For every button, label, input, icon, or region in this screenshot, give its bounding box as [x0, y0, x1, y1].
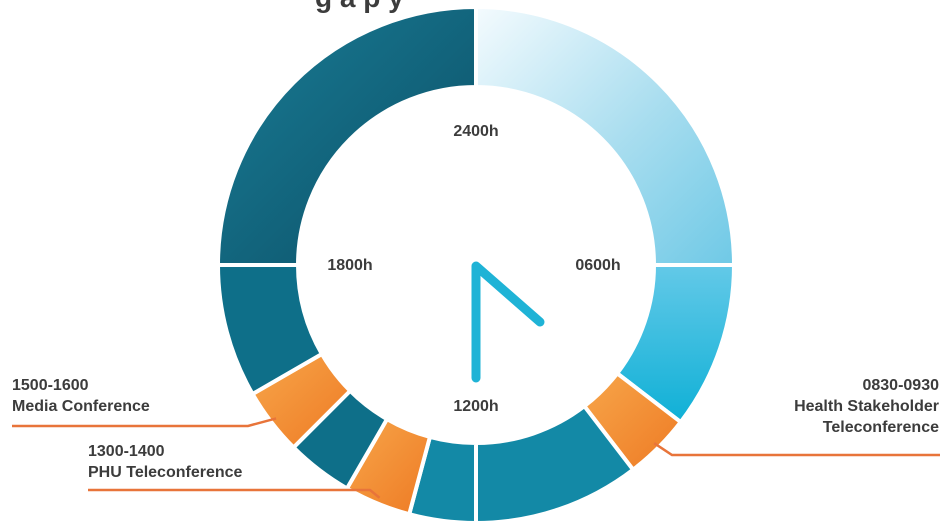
clock-hand	[471, 261, 545, 383]
callout-phu-teleconference: 1300-1400 PHU Teleconference	[88, 441, 242, 483]
callout-phu-time: 1300-1400	[88, 443, 165, 460]
callout-line-phu	[88, 488, 381, 499]
hour-label-0600: 0600h	[575, 257, 620, 274]
hour-label-1800: 1800h	[327, 257, 372, 274]
callout-morning-time: 0830-0930	[862, 377, 939, 394]
callout-health-stakeholder: 0830-0930 Health Stakeholder Teleconfere…	[794, 375, 939, 438]
callout-media-time: 1500-1600	[12, 377, 89, 394]
callout-morning-line1: Health Stakeholder	[794, 398, 939, 415]
callout-media-conference: 1500-1600 Media Conference	[12, 375, 150, 417]
callout-line-media	[12, 417, 277, 428]
callout-morning-line2: Teleconference	[822, 419, 939, 436]
segment-1800-2400	[215, 4, 478, 267]
segment-0000-0600	[474, 4, 737, 267]
callout-media-line1: Media Conference	[12, 398, 150, 415]
callout-lines	[12, 417, 940, 499]
cropped-title: g a p y	[315, 0, 404, 14]
clock-hand-stroke	[471, 261, 545, 383]
hour-label-1200: 1200h	[453, 398, 498, 415]
callout-phu-line1: PHU Teleconference	[88, 464, 243, 481]
callout-line-morning	[653, 442, 940, 457]
hour-label-2400: 2400h	[453, 123, 498, 140]
